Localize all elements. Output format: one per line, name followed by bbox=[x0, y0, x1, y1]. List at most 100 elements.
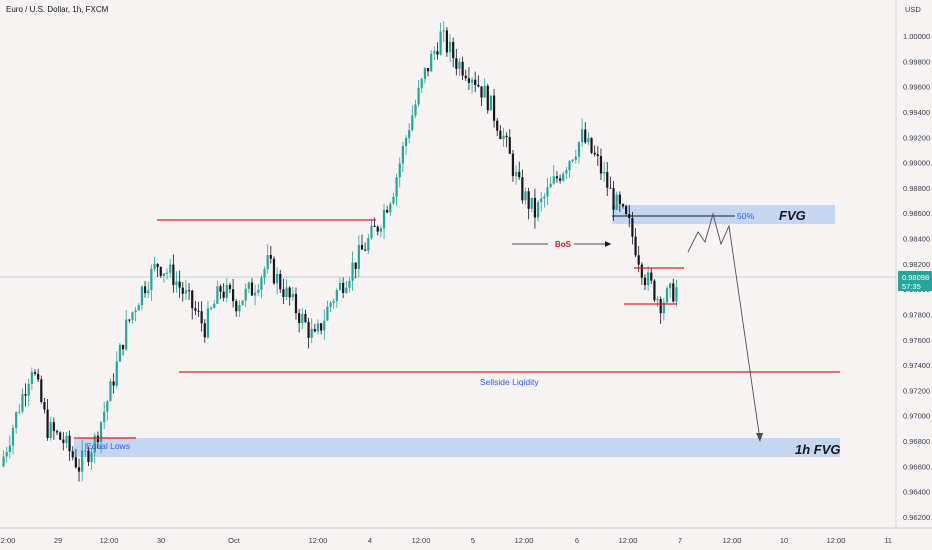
candle-up bbox=[408, 130, 411, 139]
candle-down bbox=[37, 373, 40, 380]
price-tick-label: 0.96200 bbox=[903, 513, 930, 522]
candle-down bbox=[625, 206, 628, 214]
candle-down bbox=[40, 379, 43, 403]
bos-label: BoS bbox=[555, 240, 572, 249]
candle-up bbox=[536, 202, 540, 218]
candle-down bbox=[609, 187, 612, 189]
candle-down bbox=[46, 409, 49, 438]
candle-up bbox=[662, 302, 665, 314]
candle-up bbox=[382, 209, 386, 229]
candle-up bbox=[81, 450, 84, 472]
candle-up bbox=[11, 427, 15, 446]
candle-up bbox=[147, 290, 150, 294]
candle-up bbox=[414, 104, 417, 116]
time-tick-label: Oct bbox=[228, 536, 241, 545]
candle-up bbox=[115, 361, 118, 386]
candle-down bbox=[637, 255, 640, 265]
candle-up bbox=[420, 78, 423, 88]
candle-down bbox=[55, 431, 59, 433]
price-tick-label: 0.96400 bbox=[903, 488, 930, 497]
bos-arrow-head bbox=[605, 241, 611, 247]
candle-up bbox=[552, 176, 555, 184]
candle-down bbox=[653, 280, 656, 301]
candle-up bbox=[524, 191, 527, 201]
candle-up bbox=[530, 197, 533, 209]
candle-down bbox=[461, 61, 464, 76]
candle-up bbox=[206, 308, 210, 338]
candle-down bbox=[187, 290, 191, 292]
candle-down bbox=[508, 137, 511, 154]
candle-down bbox=[128, 319, 131, 321]
candle-up bbox=[430, 53, 433, 72]
price-tick-label: 0.99400 bbox=[903, 108, 930, 117]
candle-up bbox=[175, 281, 178, 286]
candle-down bbox=[282, 289, 285, 297]
candle-down bbox=[596, 154, 599, 157]
candle-up bbox=[675, 287, 678, 302]
candle-up bbox=[225, 284, 228, 298]
candle-down bbox=[200, 311, 203, 324]
candle-up bbox=[514, 171, 518, 177]
candle-down bbox=[24, 394, 27, 396]
candle-down bbox=[474, 79, 477, 85]
candle-down bbox=[279, 273, 282, 290]
candle-down bbox=[74, 457, 77, 468]
candle-down bbox=[156, 263, 159, 268]
candle-down bbox=[112, 381, 115, 386]
candle-up bbox=[266, 255, 269, 270]
candle-up bbox=[169, 264, 172, 273]
price-tick-label: 0.99600 bbox=[903, 83, 930, 92]
candle-up bbox=[106, 401, 109, 412]
candle-down bbox=[96, 435, 99, 443]
time-tick-label: 12:00 bbox=[412, 536, 431, 545]
candle-down bbox=[231, 289, 235, 302]
candle-up bbox=[571, 159, 574, 162]
time-tick-label: 5 bbox=[471, 536, 475, 545]
candle-up bbox=[370, 225, 373, 239]
candle-down bbox=[235, 301, 238, 312]
candle-down bbox=[672, 283, 675, 302]
candle-up bbox=[153, 263, 156, 269]
candle-up bbox=[291, 293, 294, 298]
time-tick-label: 12:00 bbox=[619, 536, 638, 545]
candle-down bbox=[33, 372, 37, 374]
candle-down bbox=[376, 226, 379, 232]
candle-up bbox=[615, 194, 618, 210]
candle-down bbox=[307, 322, 310, 338]
projection-path bbox=[687, 212, 761, 441]
candle-up bbox=[448, 41, 452, 53]
candle-down bbox=[486, 85, 489, 111]
candle-down bbox=[593, 152, 596, 155]
time-axis[interactable]: 12:00 29 12:00 30 Oct 12:00 4 12:00 5 12:00 6 12:00… bbox=[0, 536, 892, 545]
price-tick-label: 0.97600 bbox=[903, 336, 930, 345]
candle-down bbox=[477, 84, 480, 87]
candle-down bbox=[634, 236, 637, 256]
price-tick-label: 0.99200 bbox=[903, 133, 930, 142]
candle-up bbox=[338, 282, 342, 291]
1h-fvg-zone bbox=[74, 438, 840, 457]
candle-down bbox=[386, 209, 389, 213]
candle-up bbox=[238, 304, 241, 312]
candle-up bbox=[21, 394, 24, 412]
time-tick-label: 4 bbox=[368, 536, 372, 545]
candle-up bbox=[27, 383, 30, 396]
candle-up bbox=[118, 344, 122, 362]
candle-up bbox=[392, 196, 395, 204]
candle-down bbox=[631, 218, 634, 237]
price-badge-value: 0.98098 bbox=[902, 273, 929, 282]
candle-up bbox=[103, 411, 106, 423]
candle-down bbox=[426, 68, 430, 72]
candle-up bbox=[379, 228, 382, 232]
projection-arrow-head bbox=[756, 433, 763, 442]
time-tick-label: 10 bbox=[780, 536, 788, 545]
candle-down bbox=[59, 432, 62, 440]
candle-up bbox=[165, 272, 169, 274]
candle-up bbox=[565, 170, 568, 174]
candle-down bbox=[480, 86, 483, 98]
candle-down bbox=[496, 120, 499, 131]
candle-up bbox=[458, 61, 461, 69]
time-tick-label: 12:00 bbox=[100, 536, 119, 545]
candle-down bbox=[181, 287, 184, 294]
